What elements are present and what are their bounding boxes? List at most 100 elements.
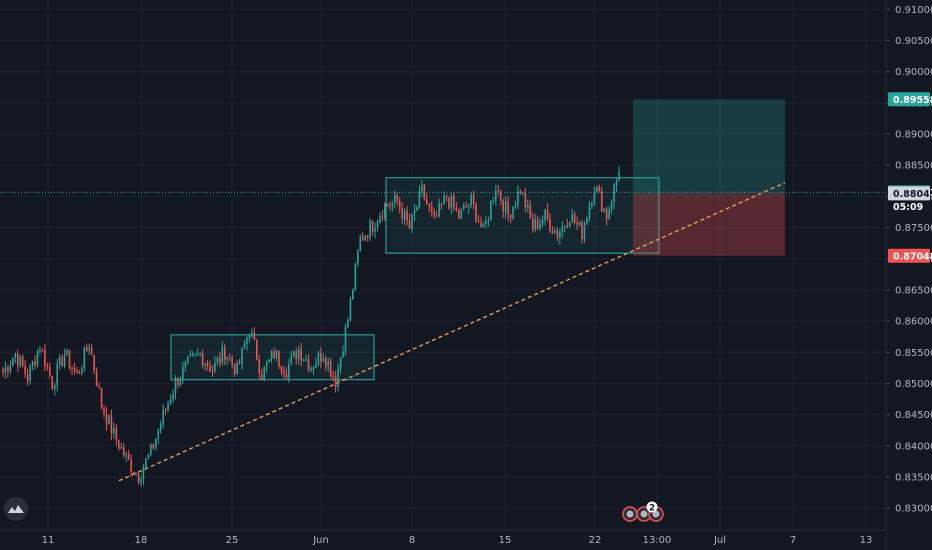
candle xyxy=(16,349,19,373)
candle-body xyxy=(554,230,556,233)
candle xyxy=(342,345,344,359)
candle xyxy=(329,357,332,379)
candle xyxy=(480,216,482,228)
candle-body xyxy=(354,263,357,290)
candle xyxy=(83,346,86,373)
candle xyxy=(204,362,206,371)
candle-body xyxy=(265,362,268,367)
candle-body xyxy=(583,224,586,240)
candle-body xyxy=(455,207,458,210)
candle xyxy=(438,198,440,218)
candle-body xyxy=(329,361,332,377)
candle xyxy=(610,199,613,215)
candle-body xyxy=(514,204,517,207)
event-markers[interactable]: 2 xyxy=(622,501,664,522)
trendline[interactable] xyxy=(118,182,786,482)
long-position-tool[interactable] xyxy=(633,99,785,256)
candle-body xyxy=(21,356,24,367)
candle xyxy=(122,442,125,458)
price-axis[interactable]: 0.910000.905000.900000.895000.890000.885… xyxy=(885,0,932,550)
candle-body xyxy=(492,200,495,202)
candle-body xyxy=(63,354,66,367)
candle xyxy=(108,414,110,425)
candle xyxy=(297,345,300,365)
candle-body xyxy=(381,216,384,218)
candle-body xyxy=(497,190,500,192)
candle xyxy=(81,365,83,376)
candle-body xyxy=(204,363,206,366)
candle-body xyxy=(2,368,4,373)
candle xyxy=(531,212,534,233)
candle xyxy=(85,343,88,352)
candle xyxy=(403,208,406,226)
candle-body xyxy=(549,218,551,231)
candle-body xyxy=(275,351,278,359)
candle-body xyxy=(108,415,110,425)
candle xyxy=(260,368,263,381)
candle-body xyxy=(364,235,367,240)
candle-body xyxy=(113,427,115,434)
tradingview-logo-icon[interactable] xyxy=(4,497,28,521)
candle xyxy=(568,221,571,228)
candle xyxy=(578,221,581,227)
candle xyxy=(413,204,416,222)
candle xyxy=(255,338,258,361)
candle-body xyxy=(12,358,14,366)
candle xyxy=(371,220,374,236)
candle xyxy=(214,356,216,374)
candle xyxy=(426,193,428,205)
candle-body xyxy=(591,202,593,207)
time-axis[interactable]: 11 18 25 Jun 8 15 22 13:00 Jul 7 13 xyxy=(0,529,886,546)
candle-body xyxy=(605,208,608,219)
candle xyxy=(221,340,224,366)
candle-body xyxy=(122,447,125,456)
candle-body xyxy=(26,374,29,381)
candle-body xyxy=(73,368,76,371)
candle xyxy=(305,354,307,362)
candle xyxy=(51,375,54,391)
candle-body xyxy=(194,353,196,355)
candle-body xyxy=(551,230,554,233)
candle-body xyxy=(593,191,596,203)
candle-body xyxy=(485,220,487,225)
candle-body xyxy=(598,187,601,192)
candle xyxy=(324,355,327,372)
candle-body xyxy=(233,364,236,375)
candle xyxy=(243,339,246,350)
candle-body xyxy=(536,219,539,229)
candle xyxy=(544,208,546,226)
candle xyxy=(561,221,564,239)
candle-body xyxy=(596,187,598,192)
candle xyxy=(406,205,408,226)
candle-body xyxy=(312,367,315,369)
candle xyxy=(563,225,566,232)
candle-body xyxy=(566,225,569,228)
candle-body xyxy=(105,413,108,425)
candle-body xyxy=(563,225,566,227)
candle-body xyxy=(413,210,416,215)
candle-body xyxy=(36,351,39,366)
candle-body xyxy=(251,332,253,336)
candle-body xyxy=(573,214,576,223)
candle-body xyxy=(396,195,399,201)
candle-body xyxy=(253,332,256,340)
consolidation-boxes xyxy=(170,177,660,381)
candle xyxy=(608,206,610,221)
candle xyxy=(93,354,95,375)
candle xyxy=(61,354,63,367)
candle xyxy=(344,323,347,356)
stop-price-tag-label: 0.87048 xyxy=(893,251,932,262)
candle xyxy=(408,213,411,229)
candle xyxy=(152,443,155,451)
time-tick-label: 22 xyxy=(589,535,602,546)
candle-body xyxy=(24,366,26,375)
candle xyxy=(273,347,275,360)
candle-body xyxy=(337,368,339,388)
candle xyxy=(361,231,364,242)
candle xyxy=(376,219,379,232)
candle xyxy=(492,196,495,204)
